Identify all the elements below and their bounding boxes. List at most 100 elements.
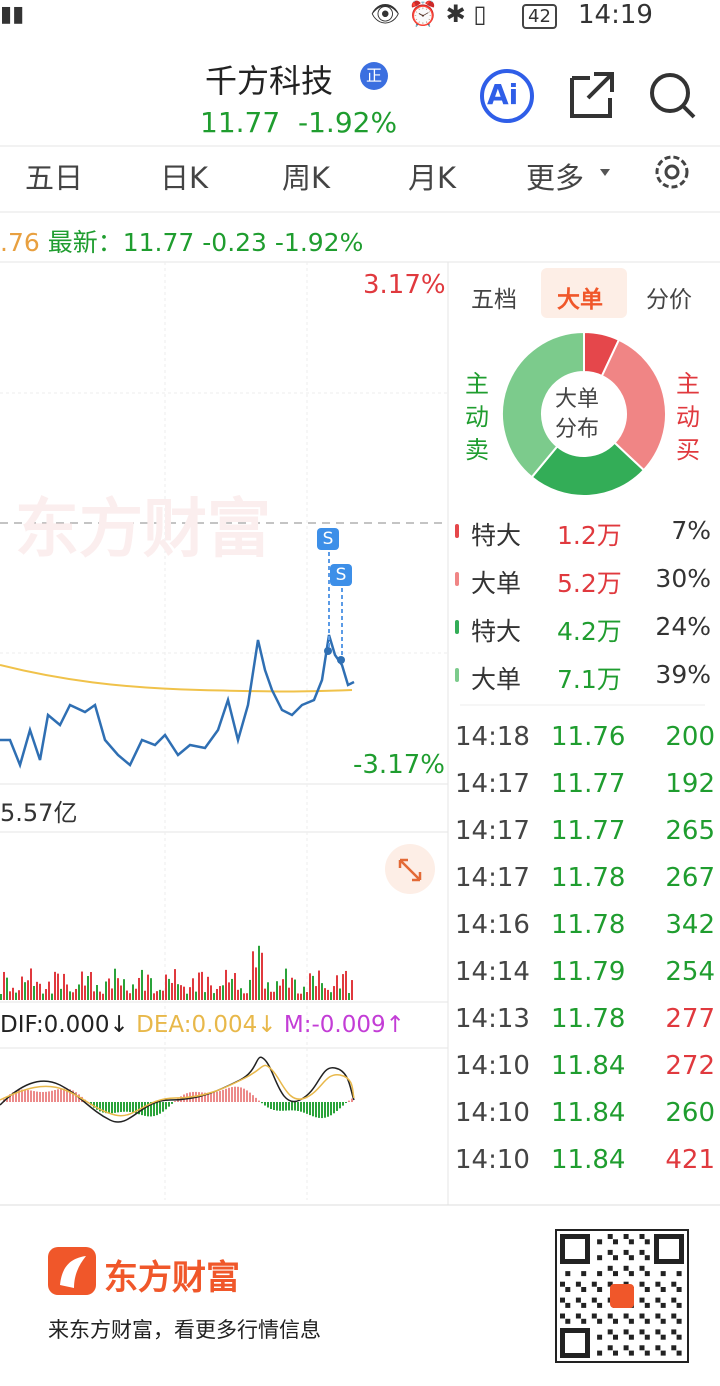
volume-bar: [81, 971, 83, 1000]
volume-bar: [204, 992, 206, 1000]
volume-bar: [84, 985, 86, 1000]
qr-module: [597, 1302, 603, 1308]
macd-bar: [153, 1102, 155, 1117]
trade-time: 14:14: [455, 957, 530, 987]
macd-bar: [288, 1102, 290, 1111]
trade-marker[interactable]: S: [317, 528, 339, 550]
qr-module: [613, 1271, 618, 1277]
share-icon[interactable]: [570, 72, 614, 118]
trade-row: 14:10 11.84 272: [455, 1051, 717, 1091]
volume-bar: [207, 976, 209, 1000]
qr-module: [644, 1239, 650, 1245]
marker-lines: [328, 552, 343, 660]
trade-volume: 272: [665, 1051, 715, 1081]
period-tab[interactable]: 周K: [282, 161, 331, 195]
qr-module: [639, 1249, 645, 1255]
dif-line: [0, 1056, 355, 1123]
volume-bar: [18, 990, 20, 1000]
qr-module: [671, 1297, 677, 1303]
trade-row: 14:17 11.77 265: [455, 816, 717, 856]
volume-bar: [57, 973, 59, 1000]
macd-bar: [240, 1087, 242, 1102]
period-tab[interactable]: 月K: [408, 161, 457, 195]
qr-module: [623, 1313, 629, 1319]
macd-bar: [285, 1102, 287, 1111]
macd-bar: [174, 1101, 176, 1102]
side-tab[interactable]: 五档: [471, 287, 517, 313]
qr-module: [676, 1302, 682, 1308]
volume-bar: [93, 991, 95, 1000]
volume-bar: [171, 982, 173, 1000]
trade-volume: 254: [665, 957, 715, 987]
trade-time: 14:17: [455, 816, 530, 846]
order-dot: [455, 572, 459, 586]
search-icon[interactable]: [650, 73, 690, 113]
volume-bar: [36, 981, 38, 1000]
volume-bar: [228, 982, 230, 1000]
trade-marker[interactable]: S: [330, 564, 352, 586]
qr-module: [639, 1234, 645, 1239]
volume-bar: [297, 993, 299, 1000]
macd-bar: [264, 1102, 266, 1106]
trade-row: 14:10 11.84 260: [455, 1098, 717, 1138]
volume-bar: [318, 970, 320, 1000]
qr-module: [597, 1239, 603, 1245]
volume-bar: [159, 989, 161, 1000]
latest-price: 11.77: [122, 228, 195, 257]
order-row: 大单 7.1万 39%: [455, 660, 717, 700]
qr-module: [575, 1281, 581, 1287]
macd-bar: [327, 1102, 329, 1117]
period-tab[interactable]: 更多: [526, 161, 585, 195]
macd-bar: [126, 1102, 128, 1112]
volume-bar: [153, 993, 155, 1000]
qr-module: [628, 1255, 634, 1261]
dropdown-arrow: [600, 169, 610, 176]
period-tab[interactable]: 五日: [25, 161, 84, 195]
qr-module: [676, 1287, 682, 1292]
period-tab[interactable]: 日K: [160, 161, 209, 195]
volume-bar: [96, 984, 98, 1000]
macd-bar: [138, 1102, 140, 1115]
side-tab[interactable]: 分价: [646, 287, 692, 313]
macd-bar: [294, 1102, 296, 1111]
volume-bar: [141, 969, 143, 1000]
macd-bar: [297, 1102, 299, 1111]
volume-bar: [12, 987, 14, 1000]
donut-center-line: 大单: [555, 387, 600, 412]
qr-module: [591, 1313, 597, 1319]
volume-bar: [63, 973, 65, 1000]
macd-bar: [156, 1102, 158, 1116]
volume-bar: [27, 980, 29, 1000]
order-share: 7%: [671, 516, 711, 545]
trade-row: 14:14 11.79 254: [455, 957, 717, 997]
trade-price: 11.78: [551, 863, 626, 893]
trade-price: 11.77: [551, 816, 626, 846]
qr-module: [565, 1302, 571, 1308]
macd-bar: [15, 1090, 17, 1102]
qr-module: [676, 1318, 682, 1324]
volume-bar: [144, 990, 146, 1000]
settings-icon[interactable]: [655, 155, 689, 189]
qr-module: [628, 1271, 634, 1277]
sell-label: 主 动 卖: [465, 368, 489, 467]
active-tab-bg: [541, 268, 627, 318]
qr-module: [623, 1249, 629, 1255]
side-tab[interactable]: 大单: [557, 287, 603, 313]
macd-bar: [123, 1102, 125, 1112]
macd-bar: [63, 1088, 65, 1102]
macd-bar: [234, 1086, 236, 1102]
trade-time: 14:18: [455, 722, 530, 752]
macd-bar: [339, 1102, 341, 1109]
volume-bar: [336, 975, 338, 1000]
ai-label[interactable]: Ai: [487, 78, 519, 111]
marker-dot: [324, 647, 332, 655]
qr-module: [560, 1297, 565, 1303]
macd-bar: [213, 1092, 215, 1102]
macd-bar: [201, 1092, 203, 1102]
volume-bar: [111, 988, 113, 1000]
ai-icon[interactable]: [480, 69, 534, 123]
trade-price: 11.78: [551, 1004, 626, 1034]
volume-bar: [255, 967, 257, 1000]
quote-line: .76 最新：11.77 -0.23 -1.92%: [0, 223, 363, 259]
qr-module: [644, 1255, 650, 1261]
